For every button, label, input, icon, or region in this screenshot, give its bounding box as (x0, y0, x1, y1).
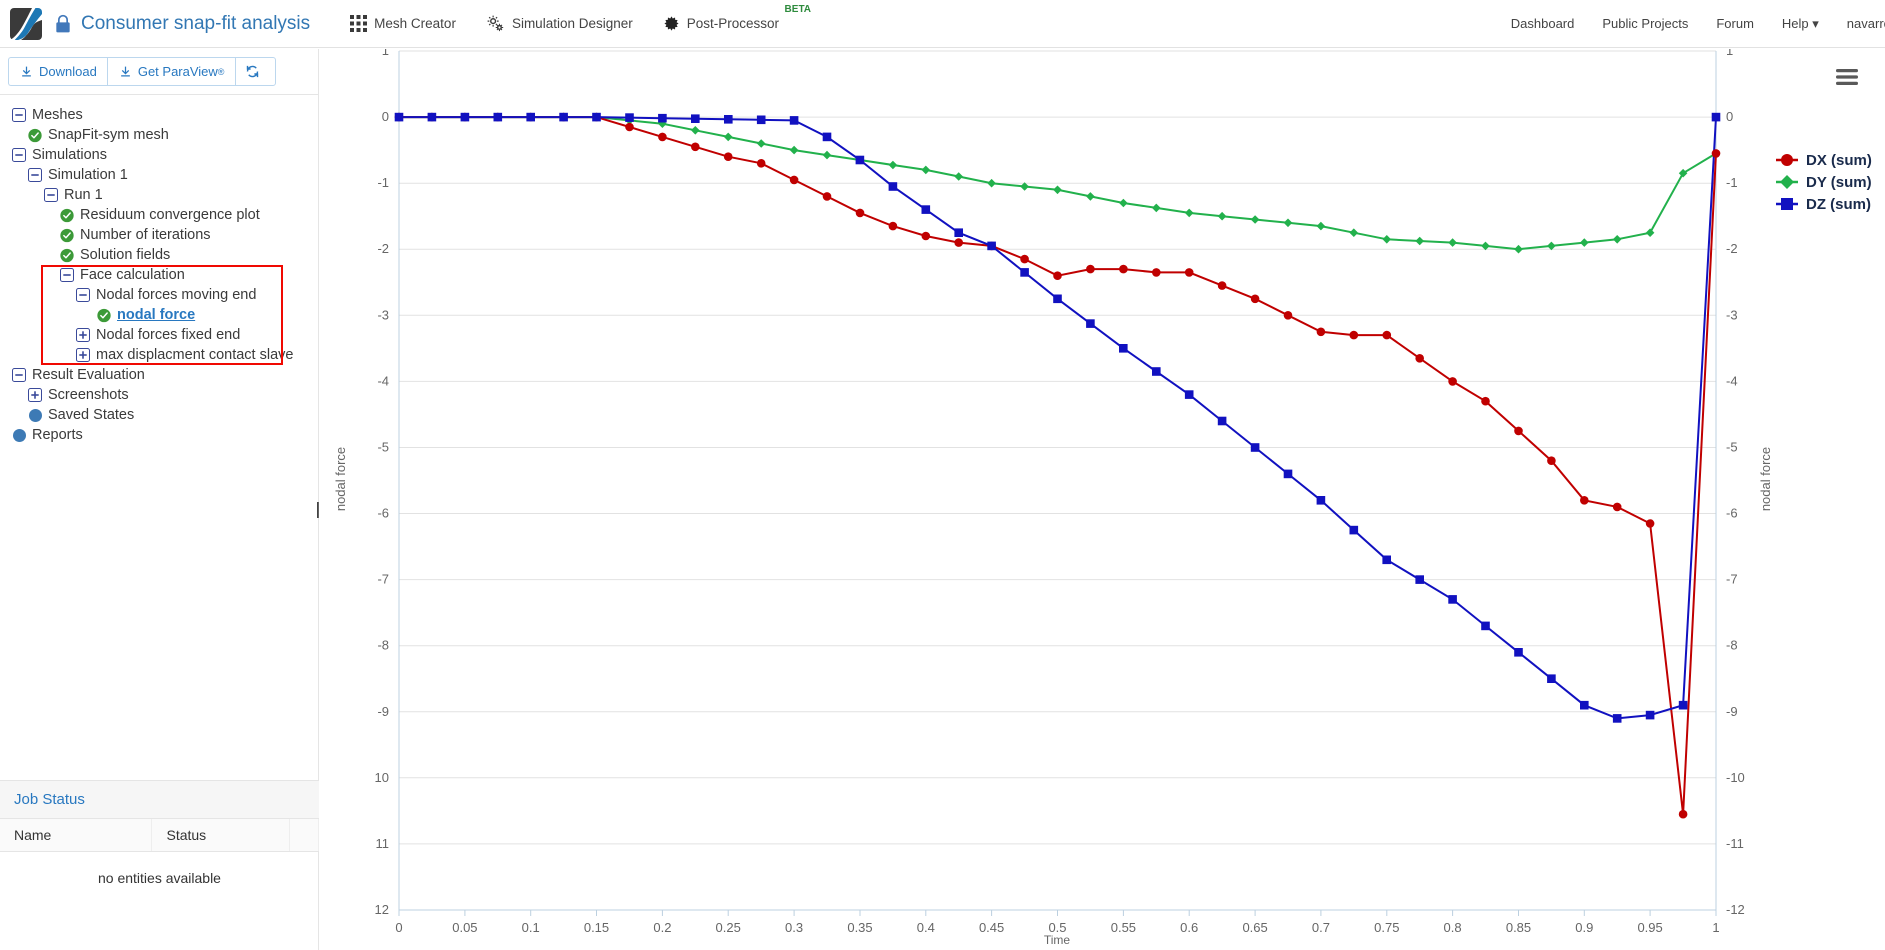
svg-text:-10: -10 (1726, 770, 1745, 785)
svg-text:0.05: 0.05 (452, 920, 477, 935)
svg-text:11: 11 (376, 836, 390, 851)
svg-text:DX (sum): DX (sum) (1806, 152, 1872, 169)
svg-text:0.35: 0.35 (847, 920, 872, 935)
svg-text:0.7: 0.7 (1312, 920, 1330, 935)
svg-text:0.9: 0.9 (1575, 920, 1593, 935)
svg-text:DZ (sum): DZ (sum) (1806, 196, 1871, 213)
svg-text:0.95: 0.95 (1637, 920, 1662, 935)
svg-text:-7: -7 (1726, 572, 1738, 587)
svg-text:0.65: 0.65 (1242, 920, 1267, 935)
svg-text:-3: -3 (1726, 307, 1738, 322)
svg-text:0.3: 0.3 (785, 920, 803, 935)
svg-text:0.15: 0.15 (584, 920, 609, 935)
svg-text:0.25: 0.25 (716, 920, 741, 935)
svg-text:-8: -8 (377, 638, 389, 653)
svg-text:-1: -1 (1726, 175, 1738, 190)
svg-text:nodal force: nodal force (333, 447, 348, 511)
svg-text:0.75: 0.75 (1374, 920, 1399, 935)
svg-text:0.55: 0.55 (1111, 920, 1136, 935)
svg-text:-6: -6 (377, 506, 389, 521)
svg-text:0.2: 0.2 (653, 920, 671, 935)
svg-text:nodal force: nodal force (1758, 447, 1773, 511)
svg-text:-1: -1 (377, 175, 389, 190)
svg-text:-4: -4 (377, 373, 389, 388)
svg-text:-11: -11 (1726, 836, 1744, 851)
svg-text:-2: -2 (1726, 241, 1738, 256)
svg-text:-6: -6 (1726, 506, 1738, 521)
svg-text:-8: -8 (1726, 638, 1738, 653)
svg-text:-5: -5 (377, 440, 389, 455)
svg-text:0.8: 0.8 (1444, 920, 1462, 935)
svg-text:1: 1 (382, 49, 389, 58)
svg-text:10: 10 (375, 770, 389, 785)
svg-text:-9: -9 (377, 704, 389, 719)
svg-text:1: 1 (1726, 49, 1733, 58)
svg-text:-3: -3 (377, 307, 389, 322)
svg-text:0: 0 (382, 109, 389, 124)
svg-text:-12: -12 (1726, 902, 1745, 917)
svg-text:-2: -2 (377, 241, 389, 256)
svg-text:Time: Time (1044, 933, 1071, 947)
svg-text:-7: -7 (377, 572, 389, 587)
svg-text:12: 12 (375, 902, 389, 917)
svg-text:0.85: 0.85 (1506, 920, 1531, 935)
svg-text:-9: -9 (1726, 704, 1738, 719)
svg-text:0.6: 0.6 (1180, 920, 1198, 935)
svg-text:-4: -4 (1726, 373, 1738, 388)
svg-text:0.4: 0.4 (917, 920, 935, 935)
svg-text:-5: -5 (1726, 440, 1738, 455)
svg-text:DY (sum): DY (sum) (1806, 174, 1872, 191)
svg-text:0.45: 0.45 (979, 920, 1004, 935)
svg-text:0.1: 0.1 (522, 920, 540, 935)
svg-text:1: 1 (1712, 920, 1719, 935)
svg-text:0: 0 (1726, 109, 1733, 124)
svg-text:0: 0 (395, 920, 402, 935)
